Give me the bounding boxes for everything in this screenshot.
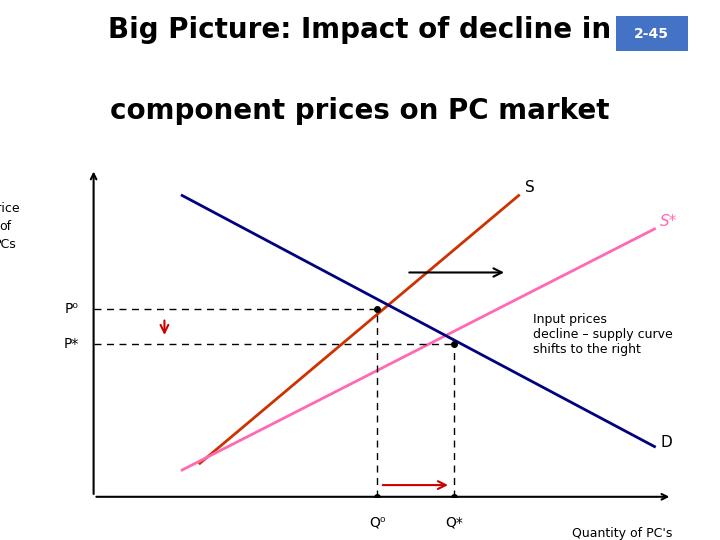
- Text: D: D: [660, 435, 672, 450]
- Text: Q*: Q*: [445, 515, 463, 529]
- Text: component prices on PC market: component prices on PC market: [110, 97, 610, 125]
- Text: Big Picture: Impact of decline in: Big Picture: Impact of decline in: [109, 16, 611, 44]
- Text: Q⁰: Q⁰: [369, 515, 385, 529]
- Text: Quantity of PC's: Quantity of PC's: [572, 527, 672, 540]
- Text: Input prices
decline – supply curve
shifts to the right: Input prices decline – supply curve shif…: [534, 313, 673, 356]
- Text: P⁰: P⁰: [65, 302, 79, 316]
- Text: S: S: [525, 180, 534, 195]
- Text: P*: P*: [63, 338, 79, 352]
- Text: Price
of
PCs: Price of PCs: [0, 202, 20, 251]
- Text: 2-45: 2-45: [634, 27, 669, 40]
- Text: S*: S*: [660, 214, 678, 228]
